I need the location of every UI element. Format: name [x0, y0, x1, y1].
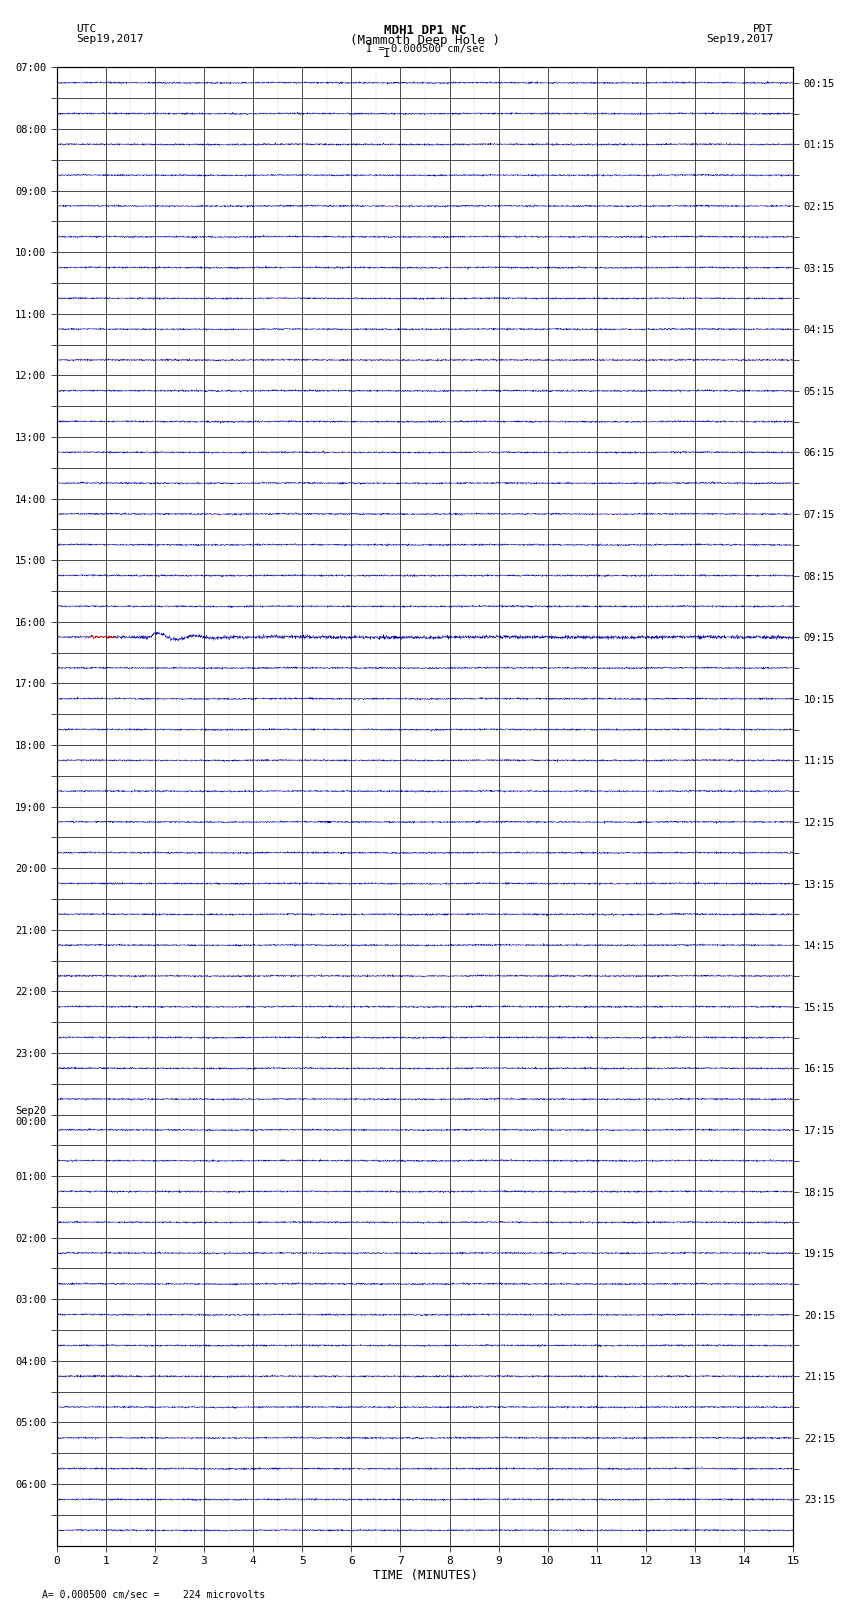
Text: UTC: UTC [76, 24, 97, 34]
Text: A= 0.000500 cm/sec =    224 microvolts: A= 0.000500 cm/sec = 224 microvolts [42, 1590, 266, 1600]
Text: Sep19,2017: Sep19,2017 [706, 34, 774, 44]
Text: I: I [383, 47, 390, 60]
Text: I = 0.000500 cm/sec: I = 0.000500 cm/sec [366, 44, 484, 53]
Text: Sep19,2017: Sep19,2017 [76, 34, 144, 44]
Text: (Mammoth Deep Hole ): (Mammoth Deep Hole ) [350, 34, 500, 47]
X-axis label: TIME (MINUTES): TIME (MINUTES) [372, 1569, 478, 1582]
Text: MDH1 DP1 NC: MDH1 DP1 NC [383, 24, 467, 37]
Text: PDT: PDT [753, 24, 774, 34]
